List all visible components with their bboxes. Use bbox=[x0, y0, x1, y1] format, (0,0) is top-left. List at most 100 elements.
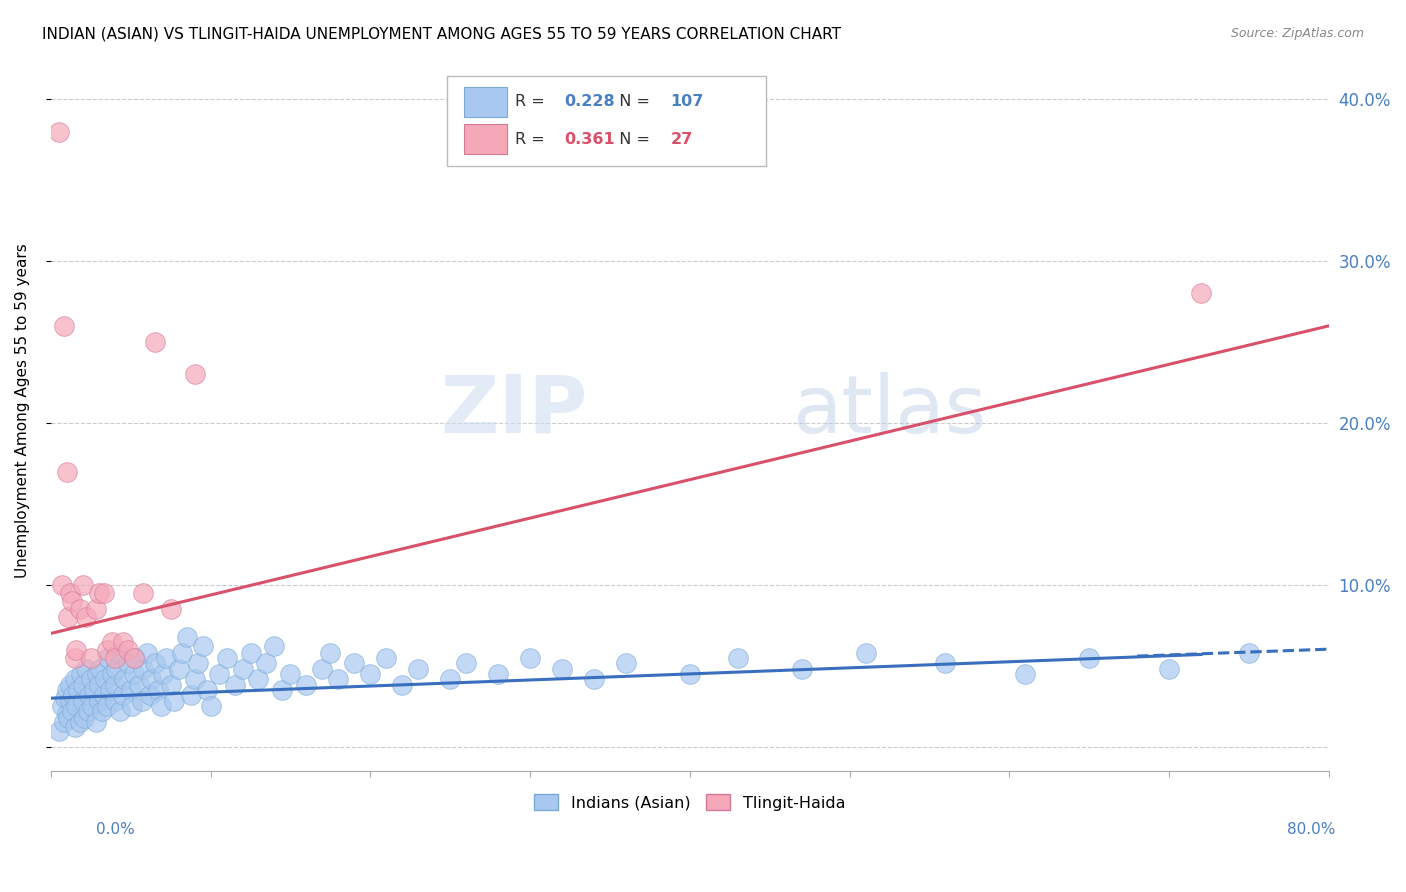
FancyBboxPatch shape bbox=[447, 76, 766, 166]
Point bbox=[170, 646, 193, 660]
Point bbox=[62, 688, 84, 702]
Point bbox=[120, 683, 142, 698]
FancyBboxPatch shape bbox=[464, 87, 508, 117]
Point bbox=[91, 704, 114, 718]
Point bbox=[152, 667, 174, 681]
Point bbox=[80, 672, 103, 686]
Point bbox=[200, 699, 222, 714]
Point bbox=[105, 662, 128, 676]
Point bbox=[59, 694, 82, 708]
Text: Source: ZipAtlas.com: Source: ZipAtlas.com bbox=[1230, 27, 1364, 40]
Point bbox=[1157, 662, 1180, 676]
Point bbox=[63, 720, 86, 734]
Point bbox=[319, 646, 342, 660]
Point bbox=[143, 334, 166, 349]
Text: 0.228: 0.228 bbox=[565, 95, 616, 110]
Point bbox=[231, 662, 253, 676]
Point bbox=[406, 662, 429, 676]
Text: R =: R = bbox=[515, 132, 550, 146]
Point bbox=[48, 125, 70, 139]
Point bbox=[132, 586, 155, 600]
Point bbox=[75, 610, 97, 624]
Point bbox=[96, 642, 118, 657]
Point bbox=[51, 578, 73, 592]
Text: 0.361: 0.361 bbox=[565, 132, 616, 146]
Point bbox=[343, 656, 366, 670]
Text: 80.0%: 80.0% bbox=[1288, 822, 1336, 837]
Point bbox=[112, 672, 135, 686]
Point bbox=[60, 594, 83, 608]
Point bbox=[66, 683, 89, 698]
Point bbox=[934, 656, 956, 670]
Point bbox=[280, 667, 302, 681]
Point bbox=[359, 667, 381, 681]
Point bbox=[391, 678, 413, 692]
Point bbox=[375, 650, 398, 665]
Point bbox=[295, 678, 318, 692]
Point bbox=[790, 662, 813, 676]
Point bbox=[69, 602, 91, 616]
Point bbox=[76, 704, 98, 718]
Point bbox=[104, 694, 127, 708]
Point bbox=[100, 634, 122, 648]
Text: R =: R = bbox=[515, 95, 550, 110]
Y-axis label: Unemployment Among Ages 55 to 59 years: Unemployment Among Ages 55 to 59 years bbox=[15, 244, 30, 578]
Point bbox=[84, 602, 107, 616]
Point bbox=[59, 678, 82, 692]
Text: 107: 107 bbox=[671, 95, 704, 110]
Point bbox=[311, 662, 333, 676]
Point bbox=[143, 656, 166, 670]
Point bbox=[93, 688, 115, 702]
Point bbox=[48, 723, 70, 738]
Point bbox=[77, 688, 100, 702]
Point bbox=[84, 715, 107, 730]
Point bbox=[86, 667, 108, 681]
Point bbox=[72, 694, 94, 708]
Point bbox=[163, 694, 186, 708]
Point bbox=[56, 465, 79, 479]
Point bbox=[132, 662, 155, 676]
Point bbox=[82, 699, 104, 714]
Point bbox=[53, 691, 76, 706]
Text: N =: N = bbox=[609, 95, 655, 110]
Point bbox=[176, 630, 198, 644]
Point bbox=[122, 650, 145, 665]
Point bbox=[159, 602, 181, 616]
Point bbox=[60, 704, 83, 718]
Point bbox=[56, 683, 79, 698]
Point bbox=[93, 586, 115, 600]
Point bbox=[80, 650, 103, 665]
Point bbox=[128, 678, 150, 692]
Point bbox=[63, 650, 86, 665]
Point bbox=[108, 704, 131, 718]
Point bbox=[155, 650, 177, 665]
Point bbox=[183, 368, 205, 382]
Text: 0.0%: 0.0% bbox=[96, 822, 135, 837]
Point bbox=[59, 586, 82, 600]
Legend: Indians (Asian), Tlingit-Haida: Indians (Asian), Tlingit-Haida bbox=[527, 788, 852, 817]
Point bbox=[191, 640, 214, 654]
Point bbox=[855, 646, 877, 660]
Point bbox=[180, 688, 202, 702]
Point bbox=[135, 646, 157, 660]
Point bbox=[56, 707, 79, 722]
Point bbox=[111, 688, 134, 702]
Point bbox=[107, 646, 129, 660]
Point bbox=[104, 678, 127, 692]
Point bbox=[52, 318, 75, 333]
Point bbox=[146, 683, 169, 698]
Point bbox=[124, 650, 146, 665]
Point bbox=[679, 667, 702, 681]
Point bbox=[1078, 650, 1101, 665]
Point bbox=[51, 699, 73, 714]
Point bbox=[582, 672, 605, 686]
Point bbox=[195, 683, 218, 698]
Text: 27: 27 bbox=[671, 132, 693, 146]
Point bbox=[486, 667, 509, 681]
Point bbox=[1189, 286, 1212, 301]
Point bbox=[519, 650, 541, 665]
Point bbox=[256, 656, 278, 670]
Point bbox=[87, 678, 110, 692]
Point bbox=[271, 683, 294, 698]
Point bbox=[159, 678, 181, 692]
